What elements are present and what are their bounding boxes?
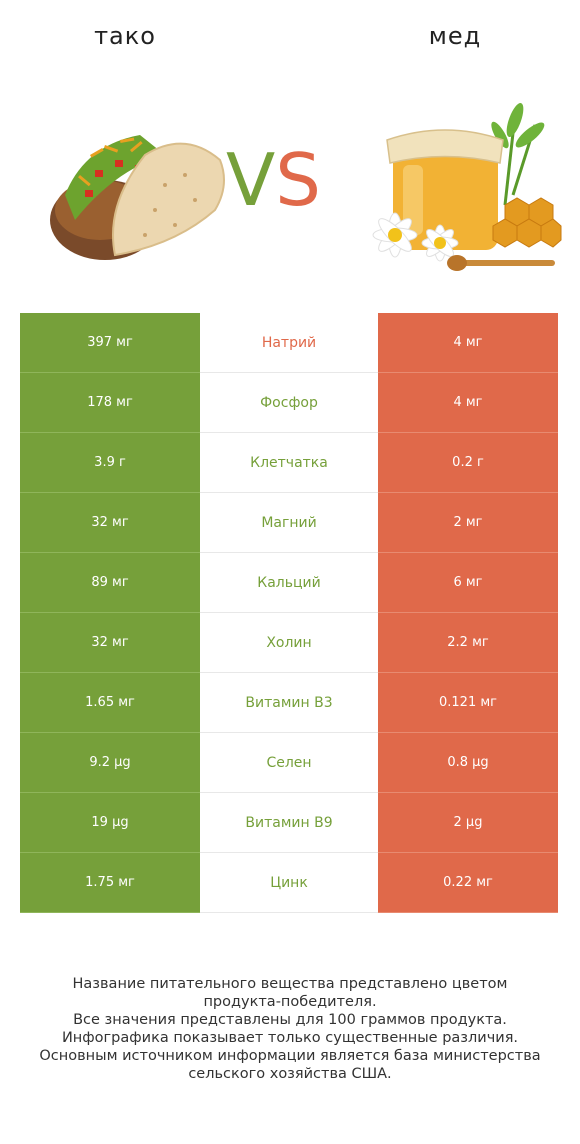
- right-value: 4 мг: [378, 373, 558, 433]
- left-value: 1.75 мг: [20, 853, 200, 913]
- left-value: 1.65 мг: [20, 673, 200, 733]
- right-value: 0.121 мг: [378, 673, 558, 733]
- left-value: 89 мг: [20, 553, 200, 613]
- table-row: 1.75 мг Цинк 0.22 мг: [20, 853, 558, 913]
- nutrient-name: Цинк: [200, 853, 378, 913]
- nutrient-name: Натрий: [200, 313, 378, 373]
- nutrient-name: Магний: [200, 493, 378, 553]
- left-value: 3.9 г: [20, 433, 200, 493]
- footer-line: Все значения представлены для 100 граммо…: [73, 1012, 507, 1028]
- left-value: 19 µg: [20, 793, 200, 853]
- footer-notes: Название питательного вещества представл…: [0, 975, 580, 1083]
- table-row: 9.2 µg Селен 0.8 µg: [20, 733, 558, 793]
- comparison-table: 397 мг Натрий 4 мг 178 мг Фосфор 4 мг 3.…: [20, 313, 558, 913]
- honey-jar-image: [372, 102, 562, 271]
- footer-line: Инфографика показывает только существенн…: [61, 1030, 519, 1046]
- table-row: 19 µg Витамин B9 2 µg: [20, 793, 558, 853]
- left-value: 9.2 µg: [20, 733, 200, 793]
- table-row: 1.65 мг Витамин B3 0.121 мг: [20, 673, 558, 733]
- right-value: 0.2 г: [378, 433, 558, 493]
- footer-line: Основным источником информации является …: [39, 1048, 541, 1064]
- nutrient-name: Клетчатка: [200, 433, 378, 493]
- nutrient-name: Фосфор: [200, 373, 378, 433]
- table-row: 32 мг Магний 2 мг: [20, 493, 558, 553]
- table-row: 178 мг Фосфор 4 мг: [20, 373, 558, 433]
- footer-line: продукта-победителя.: [203, 994, 377, 1010]
- right-value: 2 µg: [378, 793, 558, 853]
- table-row: 3.9 г Клетчатка 0.2 г: [20, 433, 558, 493]
- footer-line: сельского хозяйства США.: [188, 1066, 392, 1082]
- right-value: 0.8 µg: [378, 733, 558, 793]
- table-row: 397 мг Натрий 4 мг: [20, 313, 558, 373]
- nutrient-name: Витамин B9: [200, 793, 378, 853]
- left-value: 32 мг: [20, 613, 200, 673]
- nutrient-name: Витамин B3: [200, 673, 378, 733]
- right-value: 2 мг: [378, 493, 558, 553]
- table-row: 32 мг Холин 2.2 мг: [20, 613, 558, 673]
- table-row: 89 мг Кальций 6 мг: [20, 553, 558, 613]
- vs-label: VS: [226, 138, 321, 222]
- footer-line: Название питательного вещества представл…: [72, 976, 508, 992]
- right-value: 6 мг: [378, 553, 558, 613]
- right-value: 2.2 мг: [378, 613, 558, 673]
- left-food-title: тако: [94, 22, 156, 50]
- left-value: 397 мг: [20, 313, 200, 373]
- taco-image: [50, 135, 225, 260]
- nutrient-name: Селен: [200, 733, 378, 793]
- left-value: 178 мг: [20, 373, 200, 433]
- vs-s: S: [275, 138, 321, 222]
- right-food-title: мед: [428, 22, 482, 50]
- nutrient-name: Холин: [200, 613, 378, 673]
- right-value: 4 мг: [378, 313, 558, 373]
- left-value: 32 мг: [20, 493, 200, 553]
- right-value: 0.22 мг: [378, 853, 558, 913]
- nutrient-name: Кальций: [200, 553, 378, 613]
- vs-v: V: [226, 138, 276, 222]
